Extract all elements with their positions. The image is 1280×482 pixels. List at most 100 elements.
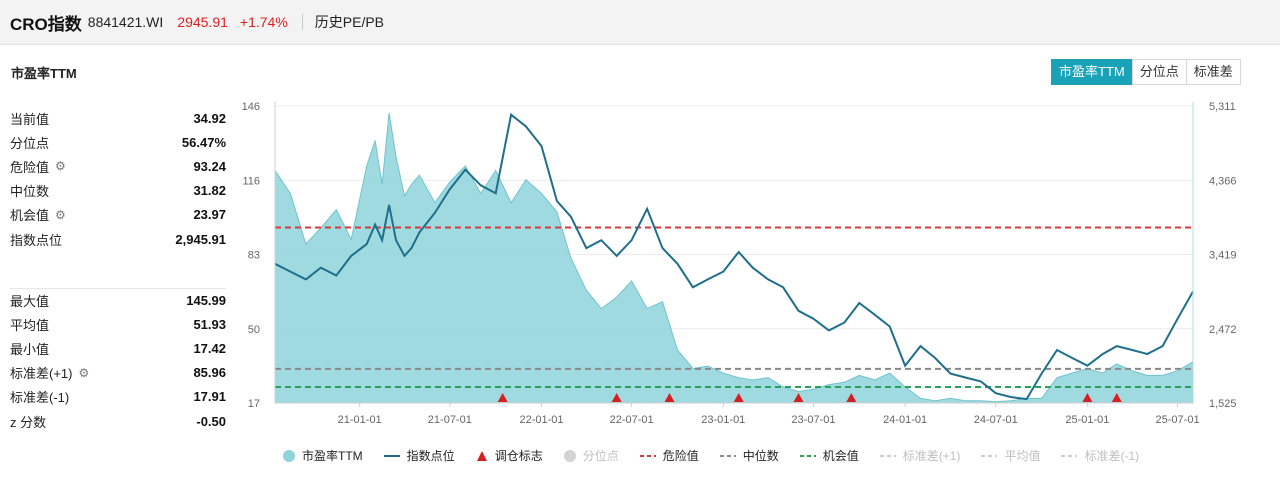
legend-label: 调仓标志 xyxy=(494,449,543,463)
gear-icon[interactable]: ⚙ xyxy=(55,207,66,222)
stat-value: 34.92 xyxy=(193,110,226,126)
stat-max: 最大值 145.99 xyxy=(10,288,226,312)
stat-std-minus: 标准差(-1) 17.91 xyxy=(10,385,226,409)
rebalance-marker xyxy=(1111,393,1122,402)
y-left-tick-label: 146 xyxy=(242,101,260,113)
stat-value: 51.93 xyxy=(193,316,226,332)
legend-label: 危险值 xyxy=(662,449,699,463)
stat-value: 17.42 xyxy=(193,340,226,356)
gear-icon[interactable]: ⚙ xyxy=(55,159,66,174)
stats-panel-top: 当前值 34.92 分位点 56.47% 危险值 ⚙ 93.24 中位数 31.8… xyxy=(10,106,226,251)
history-pe-pb-link[interactable]: 历史PE/PB xyxy=(314,14,385,30)
stat-opportunity: 机会值 ⚙ 23.97 xyxy=(10,203,226,227)
stat-std-plus: 标准差(+1) ⚙ 85.96 xyxy=(10,361,226,385)
legend-label: 标准差(-1) xyxy=(1084,449,1140,463)
legend-symbol xyxy=(981,454,998,457)
y-right-tick-label: 3,419 xyxy=(1209,250,1237,262)
stat-value: 2,945.91 xyxy=(175,231,226,247)
tab-pe-ttm[interactable]: 市盈率TTM xyxy=(1051,59,1133,85)
series-pe-ttm-area xyxy=(274,112,1194,404)
stat-label: 中位数 xyxy=(10,184,50,200)
legend-label: 机会值 xyxy=(822,449,859,463)
legend-label: 中位数 xyxy=(742,449,779,463)
x-tick-label: 21-01-01 xyxy=(338,414,382,426)
stat-value: 23.97 xyxy=(193,207,226,223)
legend-symbol xyxy=(799,454,816,457)
stat-z-score: z 分数 -0.50 xyxy=(10,409,226,433)
section-title: 市盈率TTM xyxy=(11,66,77,81)
legend-label: 分位点 xyxy=(582,449,619,463)
stat-percentile: 分位点 56.47% xyxy=(10,130,226,154)
reference-lines xyxy=(275,226,1193,388)
rebalance-marker xyxy=(1082,393,1093,402)
gear-icon[interactable]: ⚙ xyxy=(78,365,90,380)
y-left-tick-label: 83 xyxy=(248,250,260,262)
rebalance-marker xyxy=(611,393,622,402)
legend-symbol xyxy=(639,454,656,457)
tab-std-dev[interactable]: 标准差 xyxy=(1185,59,1241,85)
stat-index-level: 指数点位 2,945.91 xyxy=(10,227,226,251)
stat-label: 指数点位 xyxy=(10,232,63,248)
legend-percentile[interactable]: 分位点 xyxy=(563,447,619,464)
legend-symbol xyxy=(476,450,487,461)
rebalance-marker xyxy=(497,393,508,402)
stat-label: 标准差(-1) xyxy=(10,390,70,406)
legend-median[interactable]: 中位数 xyxy=(719,447,779,464)
index-price: 2945.91 xyxy=(177,14,228,30)
rebalance-marker xyxy=(733,393,744,402)
legend-symbol xyxy=(719,454,736,457)
y-right-tick-label: 1,525 xyxy=(1209,398,1237,410)
index-code: 8841421.WI xyxy=(87,14,164,30)
chart-grid xyxy=(275,105,1193,404)
x-tick-label: 25-01-01 xyxy=(1065,414,1109,426)
stats-divider xyxy=(10,288,226,289)
index-change: +1.74% xyxy=(239,14,288,30)
y-right-tick-label: 4,366 xyxy=(1209,175,1237,187)
legend-rebalance[interactable]: 调仓标志 xyxy=(475,447,543,464)
stat-label: 机会值 xyxy=(10,208,50,224)
stat-value: 85.96 xyxy=(193,365,226,381)
stat-mean: 平均值 51.93 xyxy=(10,312,226,336)
legend-opportunity[interactable]: 机会值 xyxy=(799,447,859,464)
x-tick-label: 24-01-01 xyxy=(883,414,927,426)
legend-pe-ttm[interactable]: 市盈率TTM xyxy=(282,447,363,464)
legend-std-minus[interactable]: 标准差(-1) xyxy=(1060,447,1139,464)
stats-panel-bottom: 最大值 145.99 平均值 51.93 最小值 17.42 标准差(+1) ⚙ … xyxy=(10,288,226,433)
stat-label: 最大值 xyxy=(10,293,50,309)
stat-label: 标准差(+1) xyxy=(10,366,73,382)
stat-danger: 危险值 ⚙ 93.24 xyxy=(10,154,226,178)
x-tick-label: 23-01-01 xyxy=(701,414,745,426)
x-tick-label: 24-07-01 xyxy=(974,414,1018,426)
stat-label: z 分数 xyxy=(10,414,47,430)
stat-label: 平均值 xyxy=(10,317,50,333)
index-name: CRO指数 xyxy=(10,14,82,34)
stat-median: 中位数 31.82 xyxy=(10,179,226,203)
x-tick-label: 25-07-01 xyxy=(1156,414,1200,426)
top-bar: CRO指数 8841421.WI 2945.91 +1.74% 历史PE/PB xyxy=(0,0,1280,45)
legend-symbol xyxy=(563,449,576,462)
rebalance-marker xyxy=(793,393,804,402)
stat-value: -0.50 xyxy=(196,413,226,429)
stat-label: 危险值 xyxy=(10,159,50,175)
legend-danger[interactable]: 危险值 xyxy=(639,447,699,464)
stat-value: 31.82 xyxy=(193,183,226,199)
rebalance-marker xyxy=(846,393,857,402)
stat-label: 分位点 xyxy=(10,135,50,151)
chart-legend: 市盈率TTM 指数点位 调仓标志 分位点 危险值 中位数 机会值 标准差(+1)… xyxy=(282,447,1139,464)
stat-value: 17.91 xyxy=(193,389,226,405)
legend-mean[interactable]: 平均值 xyxy=(980,447,1040,464)
y-left-tick-label: 116 xyxy=(242,175,260,187)
legend-index-level[interactable]: 指数点位 xyxy=(383,447,455,464)
legend-label: 平均值 xyxy=(1004,449,1041,463)
y-left-tick-label: 50 xyxy=(248,324,260,336)
x-tick-label: 23-07-01 xyxy=(791,414,835,426)
tab-percentile[interactable]: 分位点 xyxy=(1131,59,1187,85)
chart-axes: 146 5,311 116 4,366 83 3,419 50 2,472 17 1,525 21-… xyxy=(242,101,1237,426)
stat-value: 56.47% xyxy=(181,134,226,150)
legend-symbol xyxy=(879,454,896,457)
x-tick-label: 22-07-01 xyxy=(610,414,654,426)
legend-symbol xyxy=(1061,454,1078,457)
stat-value: 93.24 xyxy=(193,158,226,174)
legend-std-plus[interactable]: 标准差(+1) xyxy=(879,447,960,464)
stat-value: 145.99 xyxy=(186,292,226,308)
